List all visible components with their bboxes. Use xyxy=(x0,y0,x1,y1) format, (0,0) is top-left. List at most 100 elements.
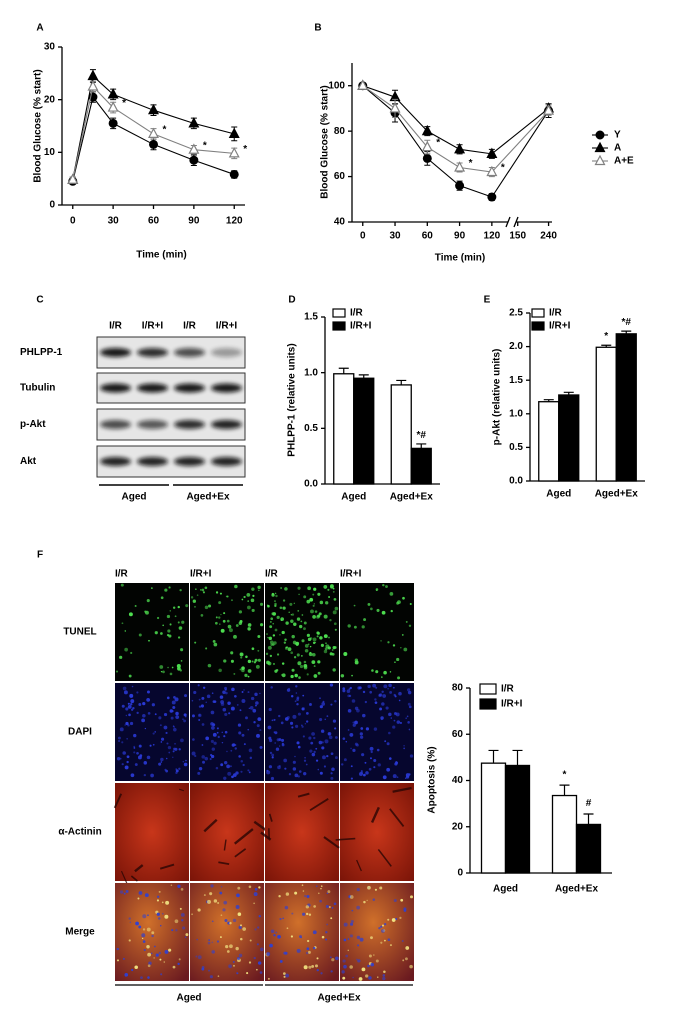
cell-speck xyxy=(347,729,350,731)
data-point xyxy=(228,147,240,158)
cell-speck xyxy=(142,928,146,931)
cell-speck xyxy=(362,690,366,694)
cell-speck xyxy=(407,690,412,695)
cell-speck xyxy=(386,767,391,772)
cell-speck xyxy=(177,666,181,671)
cell-speck xyxy=(383,670,387,675)
cell-speck xyxy=(362,713,366,718)
cell-speck xyxy=(279,765,281,767)
cell-speck xyxy=(151,703,155,707)
cell-speck xyxy=(201,696,205,700)
cell-speck xyxy=(382,694,387,698)
cell-speck xyxy=(211,726,215,730)
cell-speck xyxy=(390,609,393,613)
cell-speck xyxy=(392,774,397,779)
cell-speck xyxy=(132,707,135,710)
cell-speck xyxy=(333,902,337,906)
y-tick-label: 20 xyxy=(452,821,464,832)
cell-speck xyxy=(195,955,198,958)
cell-speck xyxy=(219,936,222,939)
cell-speck xyxy=(152,743,155,746)
cell-speck xyxy=(283,975,286,978)
cell-speck xyxy=(236,893,240,898)
cell-speck xyxy=(192,599,197,603)
cell-speck xyxy=(292,714,297,719)
cell-speck xyxy=(318,740,323,745)
cell-speck xyxy=(175,769,179,773)
cell-speck xyxy=(136,751,139,755)
cell-speck xyxy=(197,908,201,912)
significance-mark: * xyxy=(163,125,167,136)
cell-speck xyxy=(247,659,252,664)
blot-band xyxy=(136,383,169,393)
cell-speck xyxy=(334,700,337,703)
x-tick-label: Aged xyxy=(546,489,571,500)
cell-speck xyxy=(311,732,315,736)
cell-speck xyxy=(320,972,323,975)
cell-speck xyxy=(257,649,260,652)
cell-speck xyxy=(220,763,224,767)
cell-speck xyxy=(319,717,323,722)
cell-speck xyxy=(130,773,135,778)
cell-speck xyxy=(124,973,129,977)
cell-speck xyxy=(311,752,316,757)
cell-speck xyxy=(278,745,281,747)
cell-speck xyxy=(240,770,243,773)
cell-speck xyxy=(275,931,278,934)
cell-speck xyxy=(340,674,345,678)
cell-speck xyxy=(312,604,315,607)
cell-speck xyxy=(307,643,310,645)
cell-speck xyxy=(330,703,333,706)
cell-speck xyxy=(228,628,233,633)
cell-speck xyxy=(387,938,391,942)
cell-speck xyxy=(245,655,248,659)
cell-speck xyxy=(234,747,238,750)
cell-speck xyxy=(304,723,307,725)
cell-speck xyxy=(288,773,292,776)
cell-speck xyxy=(140,976,143,980)
cell-speck xyxy=(223,760,228,765)
y-tick-label: 1.5 xyxy=(304,312,318,323)
cell-speck xyxy=(182,760,185,763)
cell-speck xyxy=(163,712,168,717)
cell-speck xyxy=(308,736,312,740)
legend-label: I/R xyxy=(501,684,515,695)
error-bar xyxy=(396,379,407,385)
cell-speck xyxy=(175,715,180,719)
cell-speck xyxy=(238,731,242,735)
cell-speck xyxy=(258,886,261,889)
cell-speck xyxy=(403,747,406,750)
cell-speck xyxy=(307,950,311,954)
cell-speck xyxy=(146,697,151,702)
error-bar xyxy=(512,749,523,766)
cell-speck xyxy=(271,592,275,596)
cell-speck xyxy=(246,592,251,597)
cell-speck xyxy=(367,684,371,689)
y-tick-label: 1.5 xyxy=(509,375,523,386)
cell-speck xyxy=(131,685,134,688)
cell-speck xyxy=(401,634,404,636)
blot-band xyxy=(136,420,169,429)
cell-speck xyxy=(201,744,204,746)
cell-speck xyxy=(222,707,227,712)
cell-speck xyxy=(374,888,377,891)
cell-speck xyxy=(381,702,385,706)
cell-speck xyxy=(379,707,383,711)
significance-mark: # xyxy=(586,798,592,809)
cell-speck xyxy=(225,595,228,598)
cell-speck xyxy=(128,939,131,942)
legend-swatch xyxy=(531,321,545,331)
image-column-label: I/R xyxy=(115,569,129,580)
cell-speck xyxy=(349,895,354,899)
cell-speck xyxy=(163,725,168,730)
cell-speck xyxy=(313,946,316,950)
cell-speck xyxy=(289,602,293,606)
cell-speck xyxy=(241,668,245,673)
cell-speck xyxy=(359,735,364,739)
cell-speck xyxy=(137,897,140,900)
cell-speck xyxy=(225,691,228,695)
cell-speck xyxy=(218,616,221,619)
cell-speck xyxy=(281,630,285,635)
fiber-streak xyxy=(268,813,273,822)
cell-speck xyxy=(409,754,414,758)
